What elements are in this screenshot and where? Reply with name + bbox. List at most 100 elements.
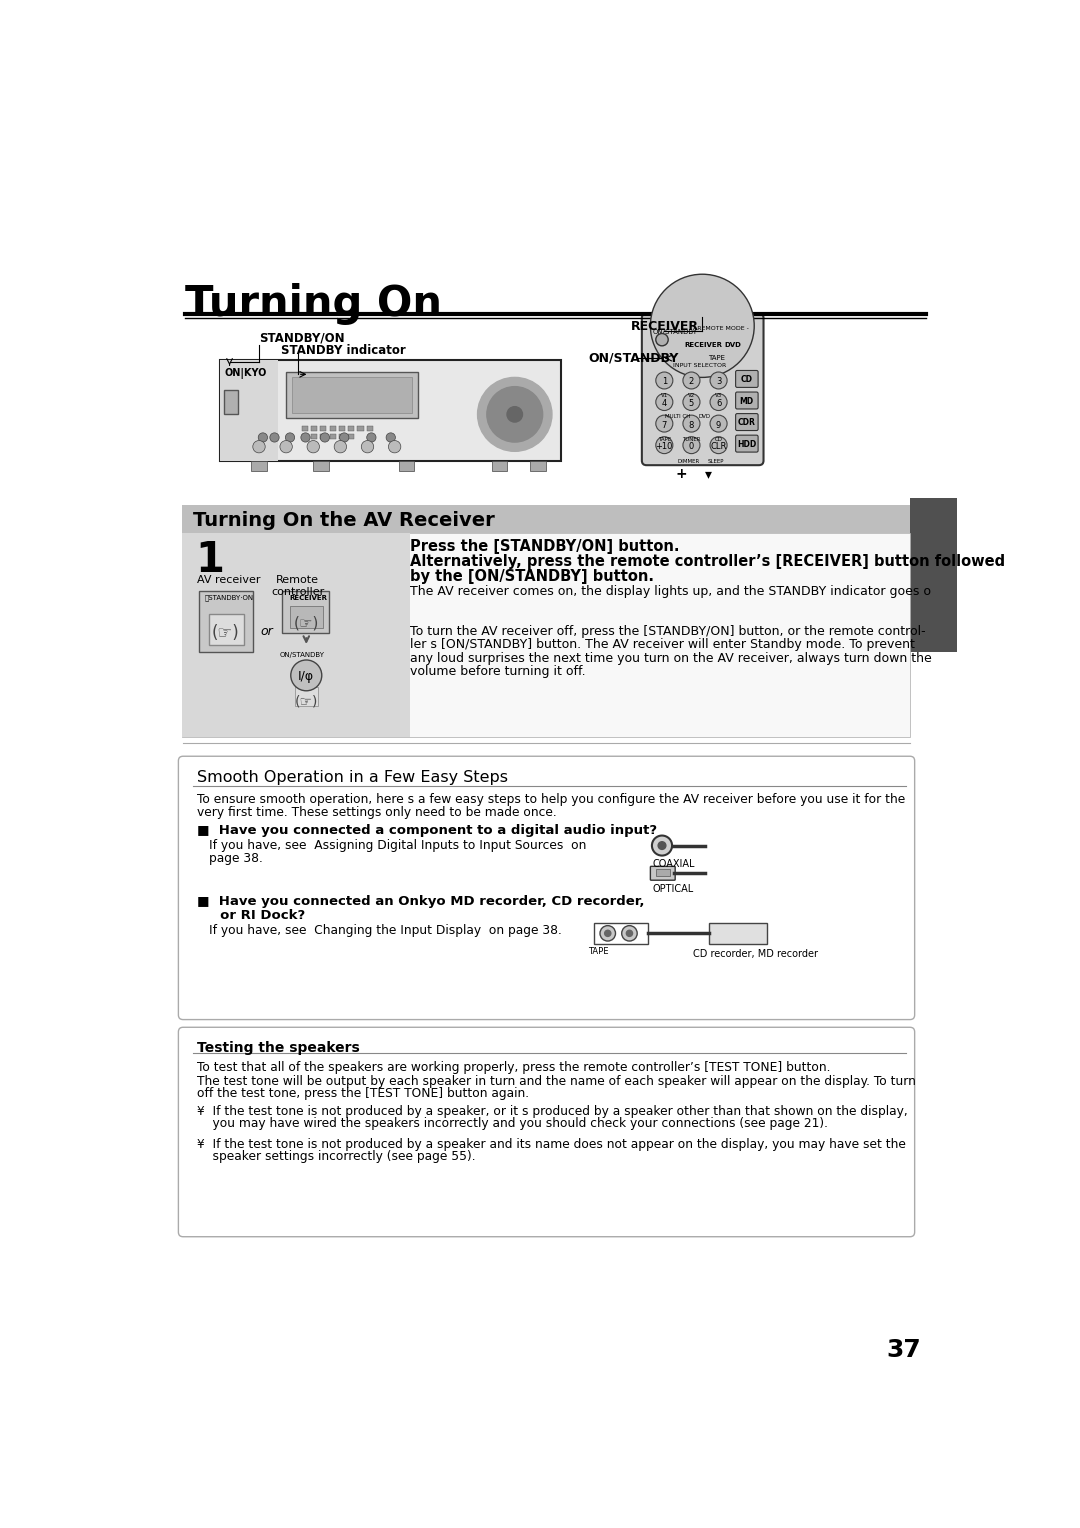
Text: CD: CD [741,374,753,384]
Circle shape [339,432,349,442]
Circle shape [626,931,633,937]
Text: ■  Have you connected an Onkyo MD recorder, CD recorder,: ■ Have you connected an Onkyo MD recorde… [197,895,645,908]
Text: ON/STANDBY: ON/STANDBY [589,351,678,364]
Text: page 38.: page 38. [210,851,264,865]
Text: MD: MD [740,397,754,405]
Text: very ﬁrst time. These settings only need to be made once.: very ﬁrst time. These settings only need… [197,805,557,819]
Text: I/φ: I/φ [298,669,314,683]
FancyBboxPatch shape [735,435,758,452]
Circle shape [683,394,700,411]
Bar [491,460,507,471]
Circle shape [487,387,542,442]
Text: DIMMER: DIMMER [678,458,700,465]
Text: Remote
controller: Remote controller [271,575,324,597]
Circle shape [652,836,672,856]
Text: ■  Have you connected a component to a digital audio input?: ■ Have you connected a component to a di… [197,824,657,837]
Circle shape [307,440,320,452]
Text: you may have wired the speakers incorrectly and you should check your connection: you may have wired the speakers incorrec… [197,1117,828,1131]
Circle shape [321,432,329,442]
Text: CDR: CDR [738,419,755,428]
Text: 37: 37 [887,1339,921,1363]
Text: MULTI CH: MULTI CH [665,414,690,419]
Text: SLEEP: SLEEP [708,458,725,465]
Circle shape [622,926,637,941]
Text: INPUT SELECTOR: INPUT SELECTOR [673,362,726,368]
Bar [329,426,336,431]
Bar [339,434,345,439]
Bar [321,434,326,439]
Circle shape [285,432,295,442]
FancyBboxPatch shape [719,339,745,353]
Text: ON/STANDBY: ON/STANDBY [280,652,325,659]
Circle shape [683,371,700,390]
Text: Smooth Operation in a Few Easy Steps: Smooth Operation in a Few Easy Steps [197,770,508,785]
Text: off the test tone, press the [TEST TONE] button again.: off the test tone, press the [TEST TONE]… [197,1088,529,1100]
Text: or RI Dock?: or RI Dock? [197,909,306,921]
Text: (☞): (☞) [295,695,318,709]
Bar [321,426,326,431]
FancyBboxPatch shape [735,414,758,431]
Text: ⓈSTANDBY·ON: ⓈSTANDBY·ON [205,594,254,601]
Bar [313,460,328,471]
Bar [357,426,364,431]
Text: If you have, see  Assigning Digital Inputs to Input Sources  on: If you have, see Assigning Digital Input… [210,839,586,853]
Bar [910,498,957,651]
Text: RECEIVER: RECEIVER [685,342,723,348]
Text: STANDBY/ON: STANDBY/ON [259,332,345,344]
Circle shape [367,432,376,442]
Text: 7: 7 [662,420,667,429]
Circle shape [656,371,673,390]
Circle shape [650,274,754,377]
Circle shape [656,333,669,345]
Circle shape [656,394,673,411]
Bar [292,377,413,413]
Circle shape [656,416,673,432]
Circle shape [270,432,279,442]
FancyBboxPatch shape [735,370,758,388]
Bar [295,688,318,706]
Text: (☞): (☞) [294,616,319,631]
Text: ler s [ON/STANDBY] button. The AV receiver will enter Standby mode. To prevent: ler s [ON/STANDBY] button. The AV receiv… [410,639,915,651]
FancyBboxPatch shape [178,756,915,1019]
Bar [225,390,238,414]
Text: HDD: HDD [737,440,756,449]
Text: (☞): (☞) [212,623,240,642]
Bar [220,361,279,460]
Circle shape [507,406,523,422]
FancyBboxPatch shape [735,393,758,410]
Text: any loud surprises the next time you turn on the AV receiver, always turn down t: any loud surprises the next time you tur… [410,651,932,665]
Bar [399,460,414,471]
Text: TAPE: TAPE [658,437,671,443]
Bar [311,434,318,439]
Bar [199,591,253,652]
Text: +: + [676,466,687,481]
Bar [181,533,410,736]
Bar [348,434,354,439]
Text: 3: 3 [716,377,721,387]
FancyBboxPatch shape [650,866,675,880]
Text: AV receiver: AV receiver [197,575,260,585]
Circle shape [600,926,616,941]
Text: Testing the speakers: Testing the speakers [197,1041,360,1056]
Circle shape [710,437,727,454]
Circle shape [253,440,266,452]
Text: V3: V3 [715,393,723,397]
Text: 5: 5 [689,399,694,408]
Text: CLR: CLR [711,442,727,451]
Circle shape [605,931,611,937]
Bar [339,426,345,431]
Circle shape [389,440,401,452]
Text: volume before turning it off.: volume before turning it off. [410,665,585,677]
FancyBboxPatch shape [642,313,764,465]
Text: V2: V2 [688,393,696,397]
Bar [208,614,243,645]
Text: V1: V1 [661,393,667,397]
Bar [329,434,336,439]
Text: by the [ON/STANDBY] button.: by the [ON/STANDBY] button. [410,568,654,584]
Text: RECEIVER: RECEIVER [289,594,327,601]
Circle shape [477,377,552,451]
Text: 4: 4 [662,399,667,408]
Text: 8: 8 [689,420,694,429]
Bar [530,460,545,471]
Text: ON/STANDBY: ON/STANDBY [652,329,698,335]
